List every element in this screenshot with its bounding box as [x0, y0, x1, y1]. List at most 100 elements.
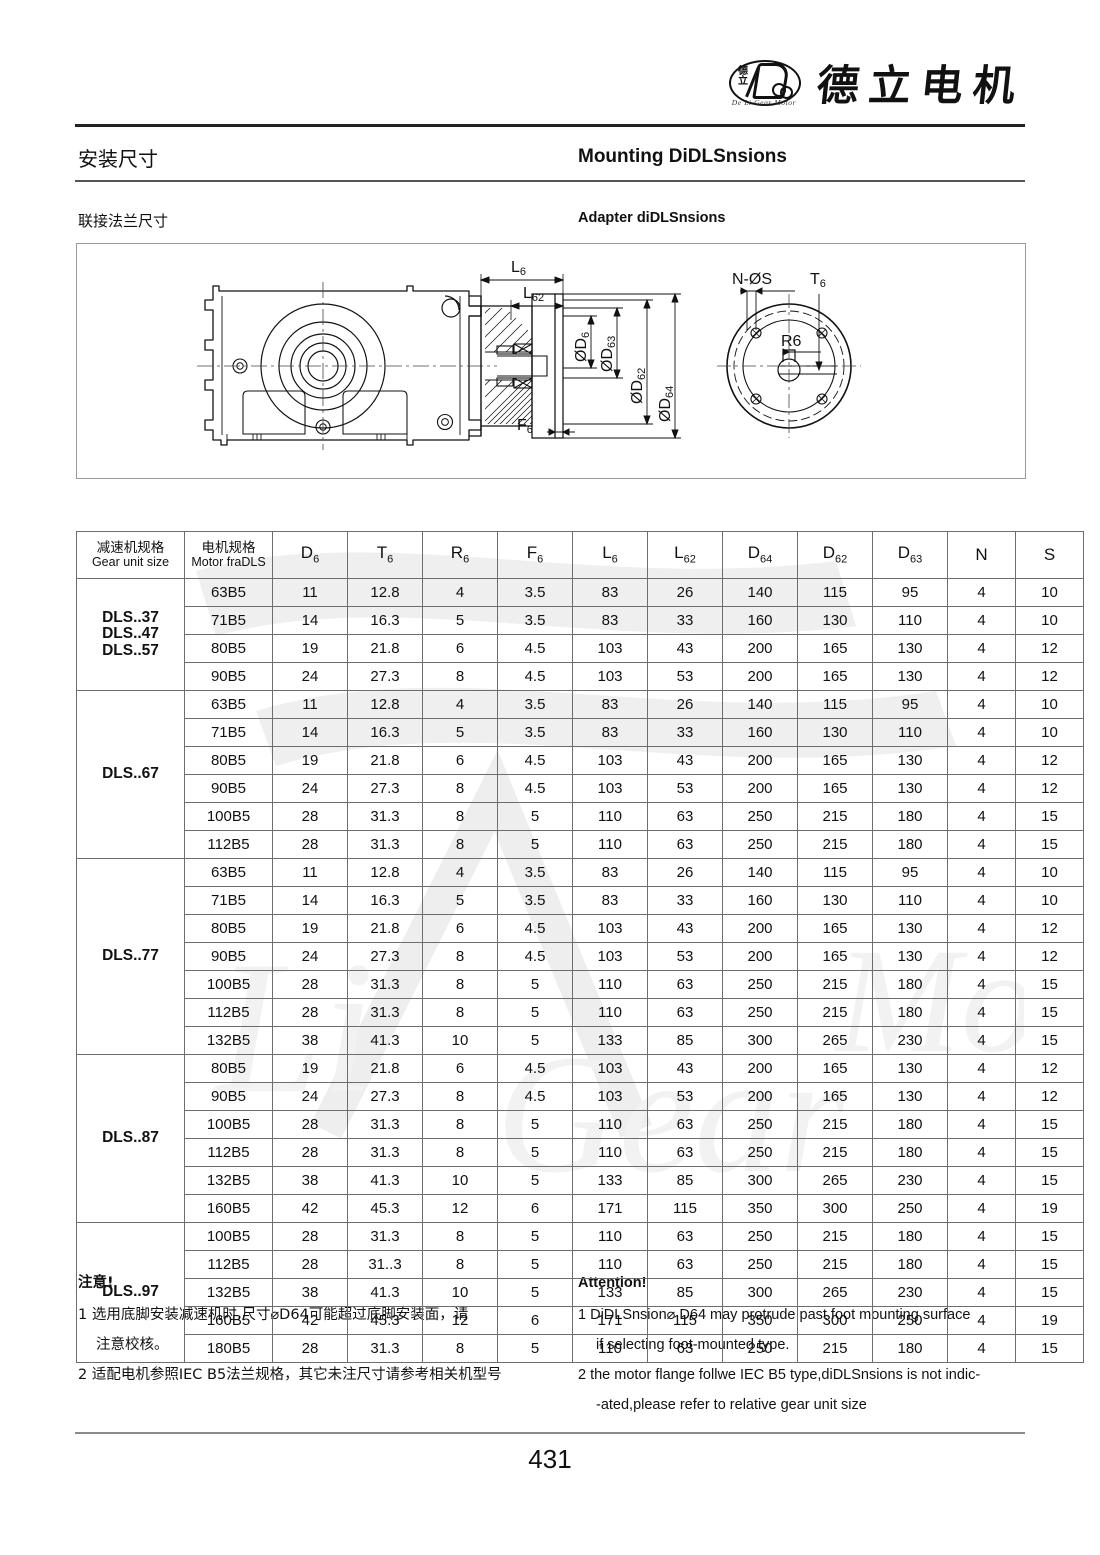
cell-l62: 85 — [647, 1026, 723, 1055]
table-header-row: 减速机规格 Gear unit size 电机规格 Motor fraDLS D… — [76, 531, 1084, 579]
cell-n: 4 — [947, 1194, 1016, 1223]
cell-d64: 350 — [722, 1306, 798, 1335]
logo-gear-dot-2 — [779, 86, 793, 99]
cell-motor-frame: 63B5 — [184, 690, 273, 719]
cell-t6: 21.8 — [347, 634, 423, 663]
cell-motor-frame: 100B5 — [184, 970, 273, 999]
cell-s: 10 — [1015, 690, 1084, 719]
table-row: 160B5 42 45.3 12 6 171 115 350 300 250 4 19 — [77, 1306, 1084, 1335]
cell-l62: 63 — [647, 970, 723, 999]
cell-r6: 6 — [422, 1054, 498, 1083]
table-row: 132B5 38 41.3 10 5 133 85 300 265 230 4 15 — [77, 1026, 1084, 1055]
cell-l6: 103 — [572, 746, 648, 775]
cell-d6: 24 — [272, 942, 348, 971]
cell-d63: 130 — [872, 746, 948, 775]
cell-r6: 6 — [422, 634, 498, 663]
cell-d62: 215 — [797, 1334, 873, 1363]
cell-r6: 8 — [422, 1138, 498, 1167]
cell-r6: 8 — [422, 802, 498, 831]
cell-d6: 11 — [272, 690, 348, 719]
cell-f6: 5 — [497, 1110, 573, 1139]
group-label-2: DLS..77 — [76, 858, 185, 1055]
cell-t6: 27.3 — [347, 662, 423, 691]
cell-r6: 5 — [422, 718, 498, 747]
table-row: 112B5 28 31..3 8 5 110 63 250 215 180 4 15 — [77, 1250, 1084, 1279]
cell-d63: 180 — [872, 1250, 948, 1279]
cell-d62: 300 — [797, 1194, 873, 1223]
col-header-r6: R6 — [422, 531, 498, 579]
table-body: DLS..37 DLS..47 DLS..57 63B5 11 12.8 4 3.5 83 26 1… — [76, 578, 1084, 1363]
cell-l62: 53 — [647, 774, 723, 803]
cell-d62: 215 — [797, 998, 873, 1027]
cell-d63: 180 — [872, 1334, 948, 1363]
cell-s: 10 — [1015, 718, 1084, 747]
cell-t6: 16.3 — [347, 718, 423, 747]
cell-f6: 5 — [497, 1166, 573, 1195]
cell-t6: 12.8 — [347, 690, 423, 719]
table-row: 132B5 38 41.3 10 5 133 85 300 265 230 4 15 — [77, 1278, 1084, 1307]
dimensions-table: 减速机规格 Gear unit size 电机规格 Motor fraDLS D… — [76, 531, 1084, 1363]
cell-d62: 165 — [797, 746, 873, 775]
table-row: 71B5 14 16.3 5 3.5 83 33 160 130 110 4 10 — [77, 606, 1084, 635]
page-number: 431 — [528, 1444, 572, 1474]
logo-arc-text: De Li Gear Motor — [731, 98, 797, 107]
col-header-gear-cn: 减速机规格 — [96, 540, 165, 557]
page-title-cn: 安装尺寸 — [78, 146, 158, 171]
cell-t6: 31.3 — [347, 1110, 423, 1139]
cell-d62: 115 — [797, 578, 873, 607]
cell-n: 4 — [947, 858, 1016, 887]
table-row: 80B5 19 21.8 6 4.5 103 43 200 165 130 4 12 — [77, 746, 1084, 775]
footer-rule — [75, 1432, 1025, 1434]
cell-motor-frame: 63B5 — [184, 858, 273, 887]
page-title-en: Mounting DiDLSnsions — [578, 146, 787, 167]
cell-n: 4 — [947, 970, 1016, 999]
cell-f6: 6 — [497, 1306, 573, 1335]
cell-d6: 24 — [272, 662, 348, 691]
col-header-d64: D64 — [722, 531, 798, 579]
cell-f6: 5 — [497, 1026, 573, 1055]
cell-l62: 85 — [647, 1166, 723, 1195]
cell-l62: 26 — [647, 578, 723, 607]
cell-n: 4 — [947, 1054, 1016, 1083]
cell-d63: 95 — [872, 690, 948, 719]
cell-d64: 350 — [722, 1194, 798, 1223]
cell-motor-frame: 180B5 — [184, 1334, 273, 1363]
dim-label-f6: F6 — [517, 417, 533, 436]
cell-motor-frame: 71B5 — [184, 718, 273, 747]
cell-n: 4 — [947, 998, 1016, 1027]
cell-l6: 83 — [572, 718, 648, 747]
logo-cn-text: 德立 — [737, 66, 748, 87]
cell-f6: 3.5 — [497, 578, 573, 607]
cell-d6: 11 — [272, 578, 348, 607]
cell-d6: 28 — [272, 1222, 348, 1251]
cell-d64: 200 — [722, 1054, 798, 1083]
cell-n: 4 — [947, 662, 1016, 691]
notes-en-line-3: 2 the motor flange follwe IEC B5 type,di… — [578, 1367, 981, 1383]
cell-t6: 12.8 — [347, 578, 423, 607]
cell-motor-frame: 80B5 — [184, 914, 273, 943]
cell-motor-frame: 80B5 — [184, 634, 273, 663]
cell-l62: 33 — [647, 606, 723, 635]
cell-l6: 110 — [572, 998, 648, 1027]
cell-s: 15 — [1015, 1250, 1084, 1279]
cell-r6: 6 — [422, 914, 498, 943]
cell-d64: 250 — [722, 998, 798, 1027]
cell-f6: 5 — [497, 1278, 573, 1307]
cell-d62: 265 — [797, 1278, 873, 1307]
cell-motor-frame: 160B5 — [184, 1194, 273, 1223]
cell-s: 12 — [1015, 634, 1084, 663]
cell-motor-frame: 71B5 — [184, 606, 273, 635]
cell-d62: 300 — [797, 1306, 873, 1335]
cell-f6: 5 — [497, 998, 573, 1027]
cell-d6: 38 — [272, 1026, 348, 1055]
cell-t6: 41.3 — [347, 1166, 423, 1195]
cell-n: 4 — [947, 606, 1016, 635]
dim-label-d6: ØD6 — [573, 332, 592, 362]
table-row: 80B5 19 21.8 6 4.5 103 43 200 165 130 4 12 — [77, 914, 1084, 943]
cell-l6: 110 — [572, 1110, 648, 1139]
cell-d64: 250 — [722, 1334, 798, 1363]
cell-d63: 230 — [872, 1278, 948, 1307]
cell-t6: 16.3 — [347, 606, 423, 635]
cell-l62: 53 — [647, 662, 723, 691]
group-label-line: DLS..37 — [102, 609, 159, 627]
